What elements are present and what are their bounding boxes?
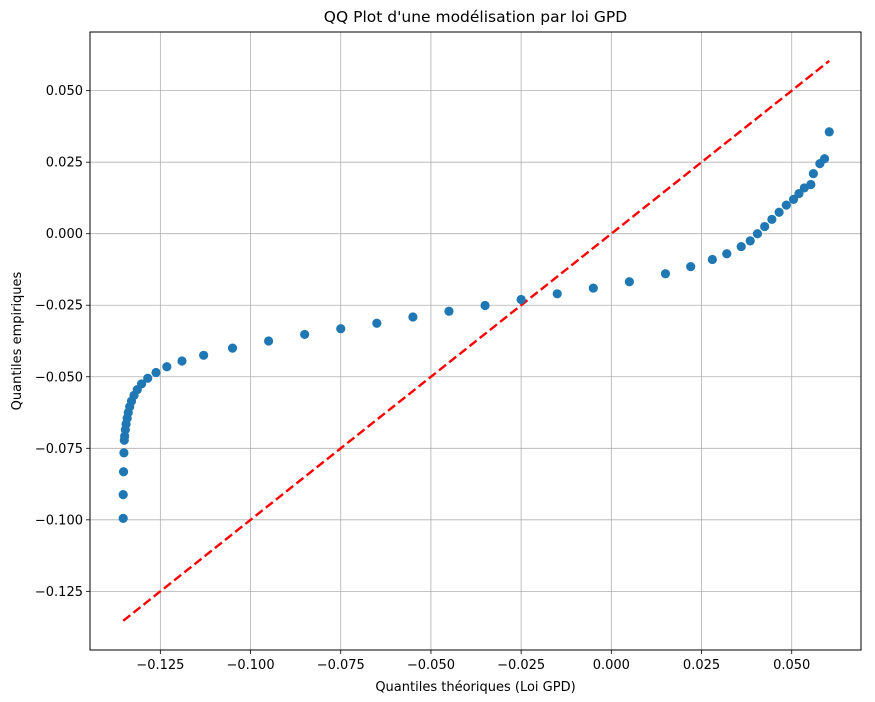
data-point [774,207,784,217]
data-point [745,236,755,246]
y-tick-label: 0.025 [46,156,83,171]
y-tick-label: −0.100 [35,513,83,528]
y-tick-label: −0.050 [35,370,83,385]
data-point [552,289,562,299]
data-point [480,300,490,311]
x-axis: −0.125 −0.100 −0.075 −0.050 −0.025 0.000 0.025… [136,650,810,673]
data-point [819,154,830,164]
x-axis-title: Quantiles théoriques (Loi GPD) [375,680,575,695]
x-tick-label: −0.100 [226,658,274,673]
x-tick-label: −0.125 [136,658,184,673]
data-point [444,306,454,316]
x-tick-label: −0.025 [497,658,545,673]
data-point [372,318,382,328]
data-point [118,490,128,500]
data-point [408,312,418,322]
data-point [794,189,804,199]
reference-line [122,59,830,622]
data-point [624,277,634,287]
data-point [151,367,161,378]
data-point [300,329,310,340]
data-point [136,379,147,389]
data-point [336,324,346,334]
x-tick-label: −0.075 [317,658,365,673]
data-point [781,200,791,210]
x-tick-label: 0.050 [773,658,810,673]
y-tick-label: −0.025 [35,299,83,314]
grid [90,32,861,650]
x-tick-label: 0.000 [593,658,630,673]
y-axis: −0.125 −0.100 −0.075 −0.050 −0.025 0.000 0.025… [35,84,90,600]
data-point [177,356,187,366]
y-tick-label: −0.125 [35,585,83,600]
data-point [162,362,172,372]
data-point [788,194,799,204]
data-point [722,249,732,259]
data-point [118,513,128,523]
data-point [263,336,274,346]
data-point [760,221,770,232]
data-point [736,241,746,252]
data-point [808,169,818,179]
data-point [686,262,696,272]
data-point [143,373,153,383]
data-point [227,343,238,353]
x-tick-label: 0.025 [683,658,720,673]
data-point [199,350,209,360]
y-axis-title: Quantiles empiriques [10,271,25,410]
data-point [767,214,777,225]
data-point [119,448,129,458]
plot-frame [89,31,862,651]
chart-title: QQ Plot d'une modélisation par loi GPD [324,8,627,26]
data-point [588,283,598,293]
data-point [516,294,526,305]
data-point [806,179,816,190]
data-point [752,229,763,239]
y-tick-label: 0.050 [46,84,83,99]
y-tick-label: −0.075 [35,442,83,457]
data-point [660,269,671,279]
x-tick-label: −0.050 [407,658,455,673]
data-point [118,467,129,477]
data-point [824,127,834,137]
scatter-points [118,127,834,523]
y-tick-label: 0.000 [46,227,83,242]
data-point [707,254,717,265]
reference-diagonal [122,59,830,622]
